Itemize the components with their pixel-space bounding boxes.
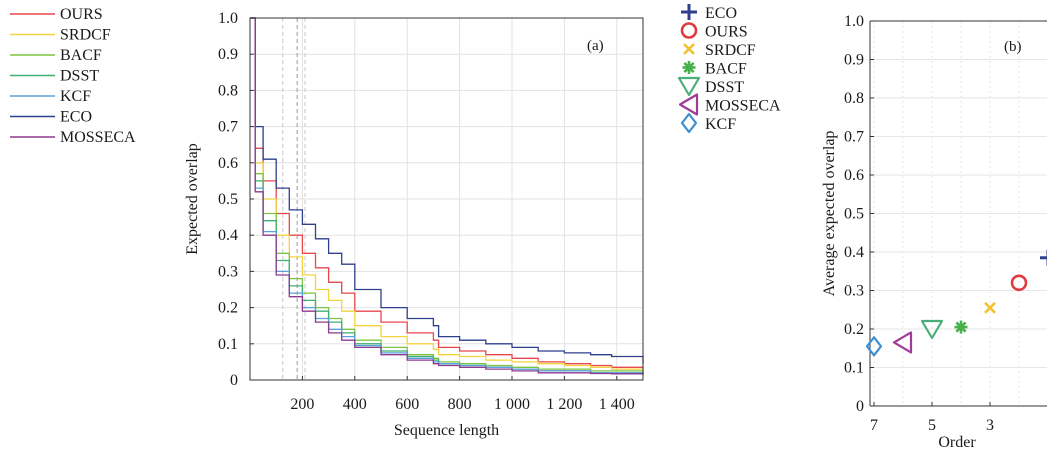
legend-label-eco: ECO [705, 5, 737, 22]
y-tick-label: 0.8 [218, 82, 238, 99]
x-tick-label: 3 [986, 417, 994, 434]
x-tick-label: 1 200 [546, 396, 582, 413]
legend-label-kcf: KCF [60, 88, 91, 105]
y-tick-label: 0.4 [844, 244, 864, 261]
legend-marker-dsst [677, 76, 701, 97]
legend-marker-srdcf [683, 43, 695, 55]
series-lines-a [250, 17, 644, 375]
legend-label-bacf: BACF [60, 47, 102, 64]
x-tick-label: 800 [448, 396, 472, 413]
x-tick-label: 7 [870, 417, 878, 434]
y-tick-label: 0.8 [844, 90, 864, 107]
x-tick-label: 200 [290, 396, 314, 413]
legend-label-mosseca: MOSSECA [705, 98, 781, 115]
ticks-b: 0 0.1 0.2 0.3 0.4 0.5 0.6 0.7 0.8 0.9 1.0 7 5 3 [844, 13, 994, 434]
y-tick-label: 0.7 [844, 129, 864, 146]
y-axis-label-a: Expected overlap [184, 143, 201, 255]
legend-label-ours: OURS [705, 24, 748, 41]
legend-marker-eco [681, 4, 697, 20]
legend-label-bacf: BACF [705, 61, 747, 78]
y-tick-label: 0.4 [218, 227, 238, 244]
y-tick-label: 0.2 [844, 321, 864, 338]
y-tick-label: 0.5 [844, 206, 864, 223]
legend-marker-kcf [680, 112, 698, 134]
series-line-kcf [250, 17, 644, 375]
y-tick-label: 0.3 [844, 283, 864, 300]
x-axis-label-b: Order [938, 434, 976, 449]
marker-mosseca [892, 331, 913, 354]
x-tick-label: 600 [395, 396, 419, 413]
x-tick-label: 5 [928, 417, 936, 434]
y-tick-label: 0.7 [218, 119, 238, 136]
legend-label-kcf: KCF [705, 116, 736, 133]
marker-bacf [954, 320, 968, 334]
series-line-eco [250, 17, 644, 364]
legend-marker-bacf [682, 61, 696, 74]
x-tick-label: 1 400 [599, 396, 635, 413]
x-tick-label: 400 [343, 396, 367, 413]
reference-lines-a [282, 18, 306, 380]
y-tick-label: 0.9 [218, 46, 238, 63]
x-axis-label-a: Sequence length [394, 422, 499, 439]
y-tick-label: 0 [856, 398, 864, 415]
panel-label-b: (b) [1004, 39, 1022, 55]
y-tick-label: 1.0 [218, 10, 238, 27]
series-line-bacf [250, 17, 644, 373]
y-tick-label: 0.6 [844, 167, 864, 184]
y-tick-label: 0.3 [218, 263, 238, 280]
y-tick-label: 0.1 [844, 360, 864, 377]
legend-a: OURS SRDCF BACF DSST KCF ECO MOSSECA [10, 6, 136, 146]
legend-marker-ours [680, 22, 698, 39]
panel-label-a: (a) [587, 38, 604, 54]
y-tick-label: 0.5 [218, 191, 238, 208]
x-tick-label: 1 000 [494, 396, 530, 413]
y-axis-label-b: Average expected overlap [821, 131, 838, 297]
y-tick-label: 0.1 [218, 336, 238, 353]
chart-a: 0 0.1 0.2 0.3 0.4 0.5 0.6 0.7 0.8 0.9 1.0 200 400 600… [184, 10, 644, 439]
legend-label-ours: OURS [60, 6, 103, 23]
marker-eco [1040, 249, 1047, 266]
markers-b [865, 249, 1047, 357]
grid-a [250, 17, 643, 381]
series-line-mosseca [250, 17, 644, 375]
marker-dsst [920, 319, 944, 340]
y-tick-label: 0.2 [218, 300, 238, 317]
marker-ours [1010, 274, 1028, 292]
legend-label-eco: ECO [60, 109, 92, 126]
marker-srdcf [984, 301, 996, 314]
series-line-ours [250, 17, 644, 370]
y-tick-label: 0.9 [844, 52, 864, 69]
y-tick-label: 1.0 [844, 13, 864, 30]
legend-marker-mosseca [678, 93, 699, 116]
legend-label-dsst: DSST [705, 79, 744, 96]
legend-label-srdcf: SRDCF [60, 27, 111, 44]
legend-label-srdcf: SRDCF [705, 42, 756, 59]
y-tick-label: 0 [230, 372, 238, 389]
series-line-dsst [250, 17, 644, 375]
y-tick-label: 0.6 [218, 155, 238, 172]
marker-kcf [865, 336, 883, 357]
chart-b: 0 0.1 0.2 0.3 0.4 0.5 0.6 0.7 0.8 0.9 1.0 7 5 3 (b) O… [821, 13, 1047, 449]
series-line-srdcf [250, 17, 644, 371]
ticks-a: 0 0.1 0.2 0.3 0.4 0.5 0.6 0.7 0.8 0.9 1.0 200 400 600… [218, 10, 635, 413]
legend-label-mosseca: MOSSECA [60, 129, 136, 146]
grid-b [870, 20, 1047, 407]
legend-label-dsst: DSST [60, 68, 99, 85]
